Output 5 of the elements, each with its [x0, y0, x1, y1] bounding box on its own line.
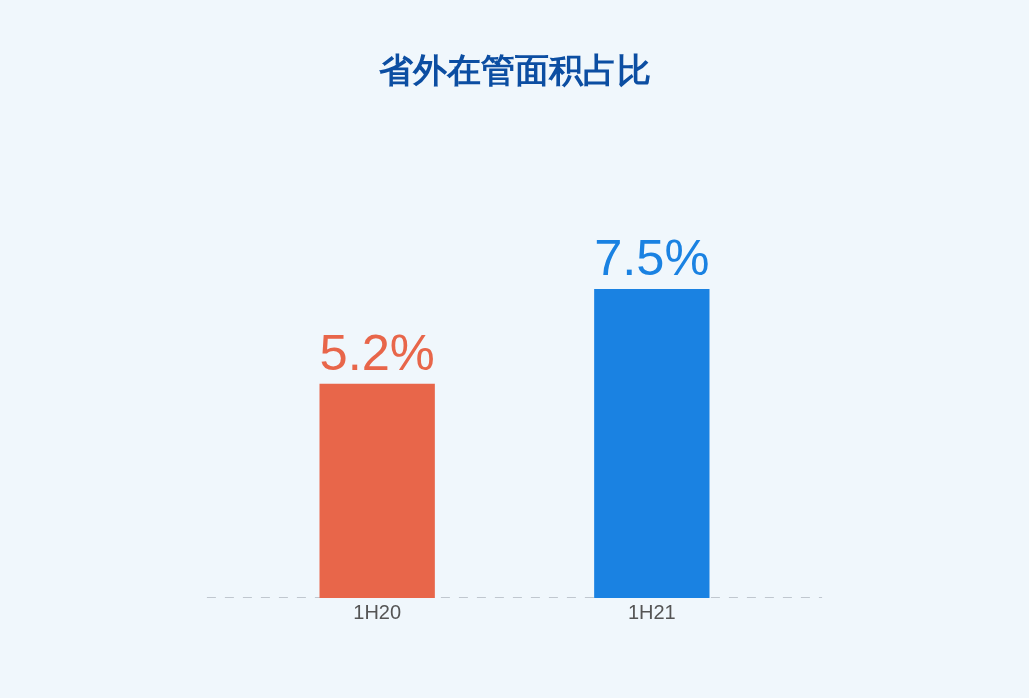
data-label: 5.2%: [319, 323, 435, 381]
x-tick-label: 1H21: [627, 601, 676, 623]
x-tick-label: 1H20: [353, 601, 402, 623]
chart-title: 省外在管面积占比: [377, 49, 651, 90]
data-label: 7.5%: [594, 228, 710, 286]
